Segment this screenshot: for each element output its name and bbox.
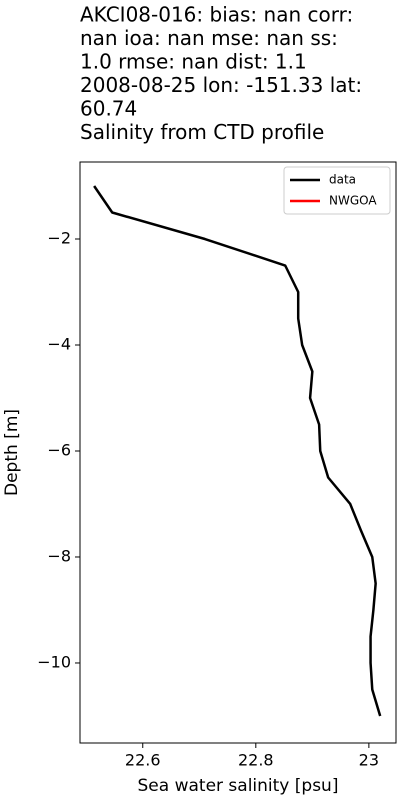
legend-label: NWGOA (329, 194, 377, 208)
y-axis-label: Depth [m] (2, 409, 22, 496)
chart-title: Salinity from CTD profile (80, 120, 324, 144)
y-tick-label: −2 (47, 229, 71, 248)
x-tick-label: 23 (359, 751, 379, 770)
x-axis-label: Sea water salinity [psu] (138, 776, 339, 796)
data-line (93, 185, 382, 717)
y-tick-label: −6 (47, 440, 71, 459)
chart-title: nan ioa: nan mse: nan ss: (80, 26, 338, 50)
x-tick-label: 22.6 (125, 751, 161, 770)
x-tick-label: 22.8 (238, 751, 274, 770)
plot-frame (79, 161, 397, 744)
y-tick-label: −4 (47, 334, 71, 353)
chart-title: 2008-08-25 lon: -151.33 lat: (80, 73, 362, 97)
legend-label: data (329, 173, 356, 187)
chart-title: AKCI08-016: bias: nan corr: (80, 3, 353, 27)
y-tick-label: −8 (47, 546, 71, 565)
chart-title: 1.0 rmse: nan dist: 1.1 (80, 50, 307, 74)
y-tick-label: −10 (37, 652, 71, 671)
chart-title: 60.74 (80, 97, 137, 121)
